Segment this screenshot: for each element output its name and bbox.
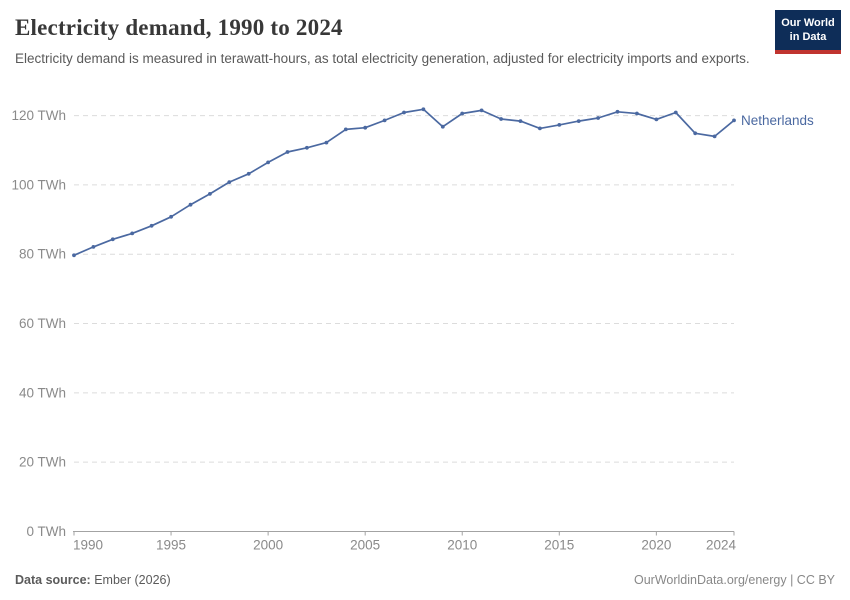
x-axis-tick-label: 2015 [544,538,574,553]
data-point[interactable] [72,253,76,258]
data-point[interactable] [421,107,426,112]
y-axis-tick-label: 60 TWh [19,316,66,331]
data-point[interactable] [538,126,542,131]
data-point[interactable] [460,111,465,116]
owid-logo-line1: Our World [781,17,835,29]
chart-header: Electricity demand, 1990 to 2024 Electri… [15,14,765,68]
data-point[interactable] [479,108,484,113]
x-axis-tick-label: 1990 [73,538,103,553]
data-point[interactable] [693,131,698,136]
y-axis-tick-label: 20 TWh [19,455,66,470]
data-point[interactable] [324,140,329,145]
x-axis-tick-label: 2020 [641,538,671,553]
y-axis-tick-label: 40 TWh [19,385,66,400]
data-line[interactable] [73,108,735,257]
data-point[interactable] [712,134,717,139]
attribution-text[interactable]: OurWorldinData.org/energy | CC BY [633,573,835,587]
x-axis-tick-label: 2000 [253,538,283,553]
data-point[interactable] [654,117,659,122]
x-axis-tick-label: 2024 [706,538,737,553]
x-axis-tick-label: 2005 [350,538,380,553]
data-point[interactable] [305,145,309,150]
data-point[interactable] [499,117,503,121]
y-axis-tick-label: 0 TWh [26,524,66,539]
x-axis-tick-label: 1995 [156,538,186,553]
y-axis-tick-label: 80 TWh [19,247,66,262]
data-source: Data source: Ember (2026) [15,573,171,587]
data-point[interactable] [402,110,406,115]
data-point[interactable] [440,124,445,129]
owid-logo-line2: in Data [789,30,827,43]
data-point[interactable] [227,180,232,185]
data-point[interactable] [732,118,736,123]
data-source-value: Ember (2026) [90,573,171,587]
data-point[interactable] [557,123,562,127]
data-point[interactable] [382,118,387,123]
data-source-label: Data source: [15,573,91,587]
entity-label[interactable]: Netherlands [741,113,814,128]
data-point[interactable] [673,110,678,115]
data-point[interactable] [91,245,96,249]
data-point[interactable] [615,109,620,114]
data-point[interactable] [266,160,270,165]
chart-title: Electricity demand, 1990 to 2024 [15,15,343,40]
owid-logo[interactable]: Our World in Data [775,10,841,54]
data-point[interactable] [110,237,115,242]
data-point[interactable] [285,150,290,154]
data-point[interactable] [149,223,154,228]
data-point[interactable] [635,111,639,116]
data-point[interactable] [518,119,523,123]
chart-subtitle: Electricity demand is measured in terawa… [15,50,750,66]
data-point[interactable] [363,125,368,130]
chart-footer: Data source: Ember (2026) OurWorldinData… [15,573,835,587]
data-point[interactable] [246,171,251,176]
data-point[interactable] [343,127,348,132]
data-point[interactable] [130,231,135,236]
data-point[interactable] [576,119,581,123]
x-axis-tick-label: 2010 [447,538,477,553]
data-point[interactable] [169,214,174,219]
data-point[interactable] [188,202,193,207]
data-point[interactable] [596,116,600,120]
y-axis-tick-label: 120 TWh [11,108,66,123]
y-axis-tick-label: 100 TWh [11,177,66,192]
data-point[interactable] [208,192,212,196]
